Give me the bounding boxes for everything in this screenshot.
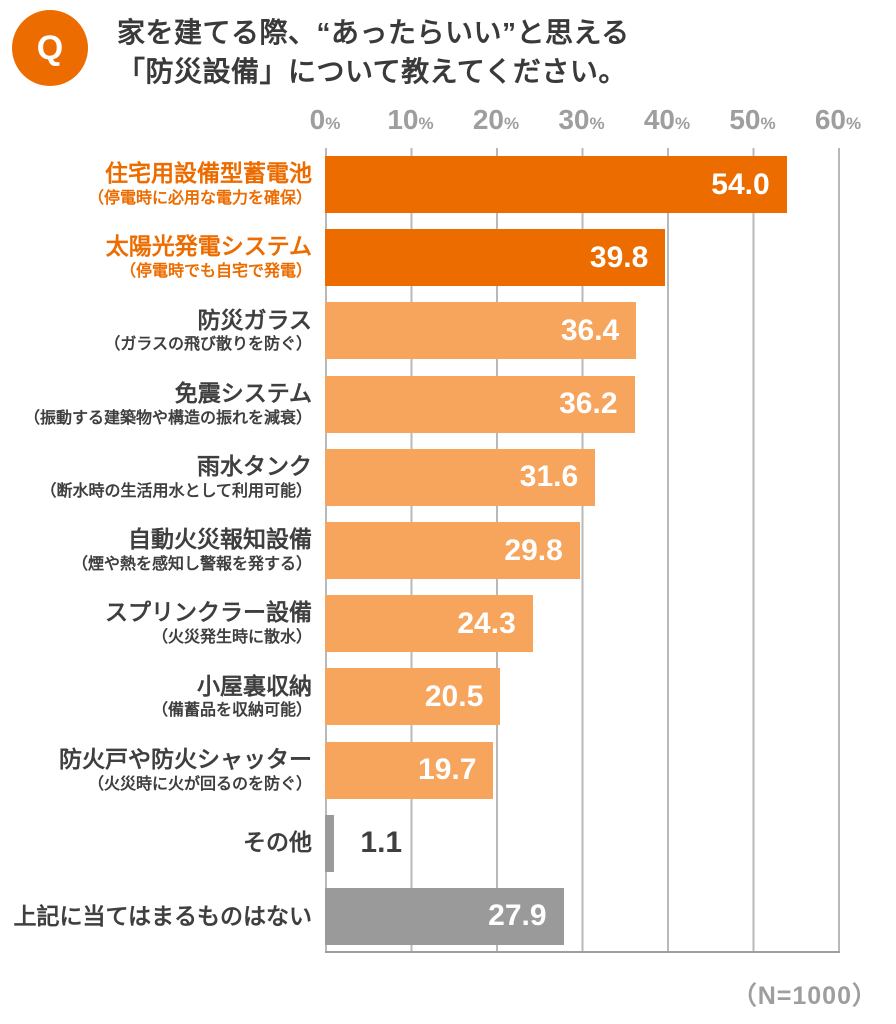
question-badge-letter: Q — [36, 28, 64, 67]
bar: 39.8 — [325, 229, 666, 287]
row-main-label: 免震システム — [174, 379, 312, 406]
chart-row-7: スプリンクラー設備 （火災発生時に散水） 24.3 — [0, 587, 896, 660]
row-bar-area: 36.4 — [325, 302, 896, 360]
row-label-cell: 自動火災報知設備 （煙や熱を感知し警報を発する） — [0, 526, 312, 574]
row-label-cell: スプリンクラー設備 （火災発生時に散水） — [0, 600, 312, 647]
row-bar-area: 27.9 — [325, 887, 896, 945]
bar — [325, 814, 335, 872]
row-bar-area: 20.5 — [325, 668, 896, 726]
bar-value: 39.8 — [589, 240, 649, 274]
row-sub-label: （停電時でも自宅で発電） — [119, 263, 312, 281]
row-bar-area: 31.6 — [325, 448, 896, 506]
bar: 19.7 — [325, 741, 494, 799]
axis-tick-50: 50% — [729, 104, 776, 135]
bar-value: 29.8 — [504, 533, 563, 567]
chart-row-2: 太陽光発電システム （停電時でも自宅で発電） 39.8 — [0, 221, 896, 294]
bar: 31.6 — [325, 448, 596, 506]
row-main-label: その他 — [243, 829, 312, 856]
chart-row-3: 防災ガラス （ガラスの飛び散りを防ぐ） 36.4 — [0, 294, 896, 367]
row-main-label: スプリンクラー設備 — [105, 599, 312, 626]
question-badge: Q — [12, 10, 88, 86]
row-sub-label: （備蓄品を収納可能） — [151, 702, 312, 720]
axis-tick-10: 10% — [387, 104, 434, 135]
sample-size-note: （N=1000） — [731, 982, 878, 1010]
row-label-cell: 太陽光発電システム （停電時でも自宅で発電） — [0, 234, 312, 281]
row-label-cell: その他 — [0, 830, 312, 856]
row-bar-area: 36.2 — [325, 375, 896, 433]
bar: 20.5 — [325, 668, 501, 726]
chart-row-10: その他 1.1 — [0, 807, 896, 880]
chart-row-5: 雨水タンク （断水時の生活用水として利用可能） 31.6 — [0, 441, 896, 514]
row-bar-area: 54.0 — [325, 156, 896, 214]
axis-tick-60: 60% — [814, 104, 862, 135]
row-bar-area: 24.3 — [325, 595, 896, 653]
chart-row-6: 自動火災報知設備 （煙や熱を感知し警報を発する） 29.8 — [0, 514, 896, 587]
row-label-cell: 小屋裏収納 （備蓄品を収納可能） — [0, 672, 312, 721]
bar: 29.8 — [325, 522, 580, 580]
chart-row-4: 免震システム （振動する建築物や構造の振れを減衰） 36.2 — [0, 368, 896, 441]
chart-row-9: 防火戸や防火シャッター （火災時に火が回るのを防ぐ） 19.7 — [0, 734, 896, 807]
bar-value: 1.1 — [360, 826, 403, 860]
bar-rows: 住宅用設備型蓄電池 （停電時に必用な電力を確保） 54.0 太陽光発電システム （停電時… — [0, 148, 896, 953]
chart-row-11: 上記に当てはまるものはない 27.9 — [0, 880, 896, 953]
row-sub-label: （ガラスの飛び散りを防ぐ） — [104, 336, 312, 354]
axis-tick-20: 20% — [472, 104, 520, 135]
row-label-cell: 住宅用設備型蓄電池 （停電時に必用な電力を確保） — [0, 161, 312, 208]
row-sub-label: （火災時に火が回るのを防ぐ） — [87, 775, 312, 793]
bar-value: 36.2 — [559, 387, 618, 421]
row-main-label: 雨水タンク — [197, 453, 312, 480]
bar-value: 20.5 — [424, 679, 484, 713]
chart-row-1: 住宅用設備型蓄電池 （停電時に必用な電力を確保） 54.0 — [0, 148, 896, 221]
row-main-label: 自動火災報知設備 — [128, 526, 312, 553]
row-main-label: 防災ガラス — [197, 306, 312, 333]
axis-tick-0: 0% — [309, 104, 341, 135]
row-main-label: 小屋裏収納 — [197, 672, 312, 699]
row-label-cell: 防火戸や防火シャッター （火災時に火が回るのを防ぐ） — [0, 745, 312, 794]
question-title-line2: 「防災設備」について教えてください。 — [117, 56, 627, 87]
row-main-label: 太陽光発電システム — [105, 233, 312, 260]
row-sub-label: （停電時に必用な電力を確保） — [87, 190, 312, 208]
bar: 36.2 — [325, 375, 635, 433]
row-bar-area: 39.8 — [325, 229, 896, 287]
row-label-cell: 上記に当てはまるものはない — [0, 902, 312, 930]
row-label-cell: 雨水タンク （断水時の生活用水として利用可能） — [0, 453, 312, 501]
row-sub-label: （断水時の生活用水として利用可能） — [40, 482, 312, 500]
value-axis: 0% 10% 20% 30% 40% 50% 60% — [0, 104, 896, 140]
row-main-label: 上記に当てはまるものはない — [13, 902, 312, 929]
axis-tick-40: 40% — [643, 104, 691, 135]
bar-value: 19.7 — [418, 753, 477, 787]
bar-value: 24.3 — [457, 606, 516, 640]
axis-tick-30: 30% — [558, 104, 605, 135]
row-bar-area: 29.8 — [325, 522, 896, 580]
chart-row-8: 小屋裏収納 （備蓄品を収納可能） 20.5 — [0, 660, 896, 733]
bar: 36.4 — [325, 302, 637, 360]
row-sub-label: （振動する建築物や構造の振れを減衰） — [23, 409, 312, 427]
row-label-cell: 免震システム （振動する建築物や構造の振れを減衰） — [0, 379, 312, 428]
row-sub-label: （火災発生時に散水） — [151, 629, 312, 647]
bar-value: 27.9 — [488, 899, 547, 933]
bar-value: 54.0 — [711, 167, 770, 201]
bar-value: 31.6 — [519, 460, 579, 494]
bar: 27.9 — [325, 887, 564, 945]
row-main-label: 防火戸や防火シャッター — [59, 745, 312, 772]
row-main-label: 住宅用設備型蓄電池 — [105, 160, 312, 187]
question-title-line1: 家を建てる際、“あったらいい”と思える — [117, 17, 630, 48]
row-bar-area: 1.1 — [325, 814, 896, 872]
row-sub-label: （煙や熱を感知し警報を発する） — [71, 555, 312, 573]
question-title: 家を建てる際、“あったらいい”と思える 「防災設備」について教えてください。 — [117, 13, 630, 91]
bar-value: 36.4 — [560, 313, 620, 347]
row-bar-area: 19.7 — [325, 741, 896, 799]
bar: 54.0 — [325, 156, 787, 214]
bar: 24.3 — [325, 595, 533, 653]
row-label-cell: 防災ガラス （ガラスの飛び散りを防ぐ） — [0, 306, 312, 355]
